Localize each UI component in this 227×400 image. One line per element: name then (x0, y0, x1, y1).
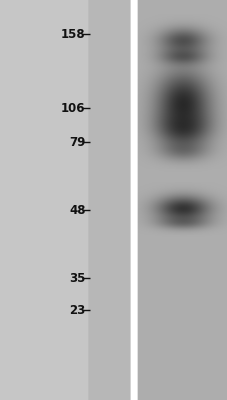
Text: 48: 48 (69, 204, 85, 216)
Text: 79: 79 (69, 136, 85, 148)
Text: 106: 106 (61, 102, 85, 114)
Text: 158: 158 (61, 28, 85, 40)
Text: 35: 35 (69, 272, 85, 284)
Text: 23: 23 (69, 304, 85, 316)
